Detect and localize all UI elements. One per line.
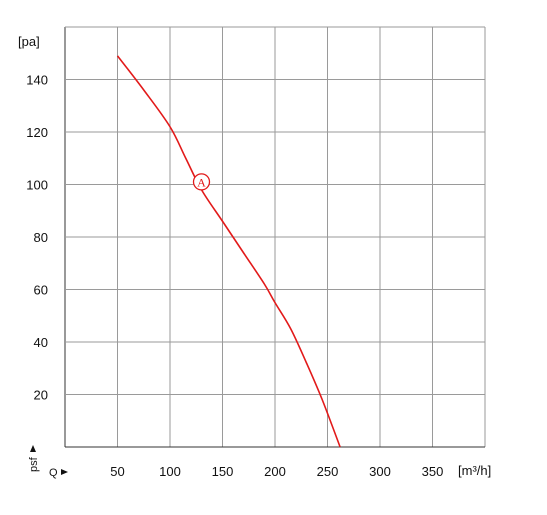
x-unit-label: [m³/h] — [458, 463, 491, 478]
x-tick-label: 250 — [317, 464, 339, 479]
annotation-label: A — [197, 175, 206, 189]
x-tick-label: 150 — [212, 464, 234, 479]
x-axis-symbol: Q — [49, 467, 68, 479]
x-axis-arrow — [61, 469, 68, 475]
y-tick-label: 120 — [26, 125, 48, 140]
x-tick-label: 300 — [369, 464, 391, 479]
x-axis-label: Q — [49, 467, 58, 479]
annotation-circle — [192, 173, 211, 191]
tick-labels: 20 40 60 80 100 120 140 50 100 150 200 250 300 350 — [26, 73, 443, 480]
y-tick-label: 140 — [26, 73, 48, 88]
x-tick-label: 200 — [264, 464, 286, 479]
grid — [64, 26, 486, 448]
x-tick-label: 350 — [422, 464, 444, 479]
y-tick-label: 80 — [34, 230, 48, 245]
series — [116, 55, 341, 448]
annotations: A — [192, 173, 211, 191]
series-line — [116, 55, 341, 448]
y-tick-label: 20 — [34, 388, 48, 403]
y-axis-label: psf — [28, 456, 40, 472]
x-tick-label: 50 — [110, 464, 124, 479]
y-tick-label: 60 — [34, 283, 48, 298]
y-tick-label: 100 — [26, 178, 48, 193]
y-axis-arrow — [30, 445, 36, 452]
y-unit-label: [pa] — [18, 34, 40, 49]
y-axis-symbol: psf — [28, 445, 40, 472]
x-tick-label: 100 — [159, 464, 181, 479]
y-tick-label: 40 — [34, 335, 48, 350]
